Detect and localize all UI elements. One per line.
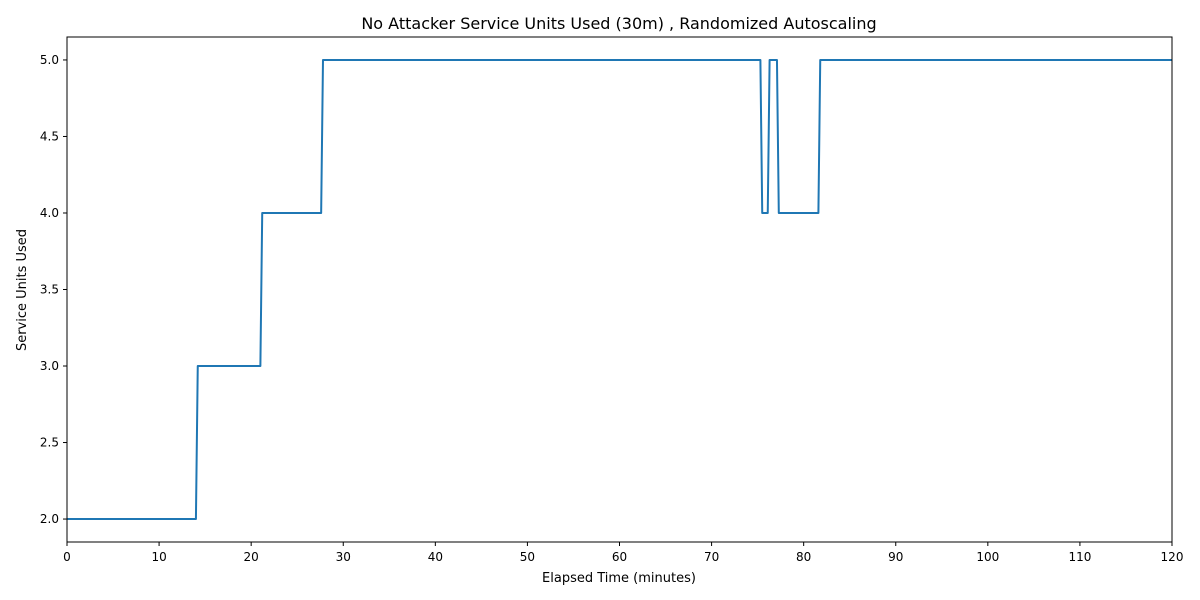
x-tick-label: 20 (244, 550, 259, 564)
x-tick-label: 100 (976, 550, 999, 564)
chart-title: No Attacker Service Units Used (30m) , R… (361, 14, 876, 33)
x-tick-label: 90 (888, 550, 903, 564)
x-tick-label: 80 (796, 550, 811, 564)
y-tick-label: 4.5 (40, 129, 59, 143)
y-tick-label: 3.5 (40, 283, 59, 297)
y-tick-label: 5.0 (40, 53, 59, 67)
x-tick-label: 0 (63, 550, 71, 564)
series-line (67, 58, 1172, 521)
y-tick-label: 3.0 (40, 359, 59, 373)
x-tick-label: 70 (704, 550, 719, 564)
y-tick-label: 4.0 (40, 206, 59, 220)
x-axis-label: Elapsed Time (minutes) (542, 571, 696, 586)
x-tick-label: 120 (1161, 550, 1184, 564)
series-layer (67, 58, 1172, 521)
y-tick-label: 2.5 (40, 436, 59, 450)
y-axis-label: Service Units Used (15, 229, 30, 351)
x-tick-label: 50 (520, 550, 535, 564)
y-tick-label: 2.0 (40, 512, 59, 526)
plot-frame (66, 36, 1173, 543)
x-tick-label: 30 (336, 550, 351, 564)
x-tick-label: 10 (151, 550, 166, 564)
y-axis-ticks: 2.0 2.5 3.0 3.5 4.0 4.5 5.0 (40, 53, 67, 526)
x-tick-label: 110 (1068, 550, 1091, 564)
x-tick-label: 60 (612, 550, 627, 564)
x-tick-label: 40 (428, 550, 443, 564)
x-axis-ticks: 0 10 20 30 40 50 60 70 80 90 100 110 120 (63, 542, 1183, 564)
